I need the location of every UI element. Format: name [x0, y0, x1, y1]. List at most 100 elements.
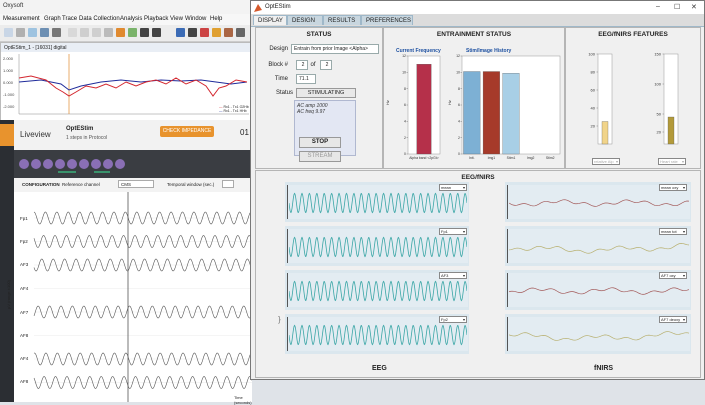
eeg-channel-select-1[interactable]: Fp1 — [439, 228, 467, 235]
save-icon[interactable] — [40, 28, 49, 37]
feature-a-chart: 20 40 60 80 100 — [588, 52, 613, 145]
help-icon[interactable] — [236, 28, 245, 37]
eeg-trace-fp2 — [289, 324, 467, 346]
record-icon[interactable] — [152, 28, 161, 37]
info-icon[interactable] — [212, 28, 221, 37]
y-tick-label: 6 — [404, 103, 406, 107]
y-tick-label: 10 — [456, 71, 460, 75]
design-value: Entrain from prior Image <Alpha> — [294, 46, 368, 52]
bar-0 — [463, 71, 481, 155]
features-title: EEG/fNIRS FEATURES — [598, 31, 668, 38]
x-tick-label: Img2 — [527, 156, 535, 160]
menu-help[interactable]: Help — [210, 16, 223, 22]
fnirs-channel-select-3[interactable]: AF7 deoxy — [659, 316, 687, 323]
tab-display[interactable]: DISPLAY — [253, 15, 287, 25]
grid-icon[interactable] — [16, 28, 25, 37]
menu-playback[interactable]: Playback — [144, 16, 169, 22]
close-icon[interactable]: ✕ — [691, 4, 697, 11]
menu-trace[interactable]: Trace — [62, 16, 78, 22]
feature-tick-label: 20 — [591, 124, 596, 129]
bg-eeg-traces: Fp1 Fp2 AF3 AF4 AF7 AF8 AF4 AF8 µV (rang… — [6, 192, 253, 405]
stream-button[interactable]: STREAM — [299, 151, 341, 162]
y-tick-label: 0 — [404, 152, 406, 156]
search-icon[interactable] — [68, 28, 77, 37]
x-tick-label: Stim2 — [546, 156, 555, 160]
stop-button[interactable]: STOP — [299, 137, 341, 148]
play-icon[interactable] — [128, 28, 137, 37]
cursor-icon[interactable] — [104, 28, 113, 37]
features-panel: EEG/fNIRS FEATURES 20 40 60 80 100 20 50 100 15… — [565, 27, 701, 169]
zoom-icon[interactable] — [4, 28, 13, 37]
print-icon[interactable] — [52, 28, 61, 37]
window-title: OptEStim — [265, 4, 291, 10]
eeg-x-axis-label: Time (seconds) — [234, 395, 252, 405]
temporal-window-input[interactable] — [222, 180, 234, 188]
menu-window[interactable]: Window — [185, 16, 207, 22]
eeg-channel-select-0[interactable]: mean — [439, 184, 467, 191]
menu-graph[interactable]: Graph — [44, 16, 61, 22]
design-field[interactable]: Entrain from prior Image <Alpha> — [291, 44, 379, 54]
bg-eeg-plot — [33, 192, 253, 402]
maximize-icon[interactable]: ☐ — [674, 4, 681, 11]
bg-eeg-line — [33, 258, 253, 272]
ch-label-2: AF3 — [20, 262, 29, 267]
x-tick-label: Alpha band <2pGt> — [409, 156, 438, 160]
config-bar: CONFIGURATION Reference channel CMS Temp… — [14, 178, 252, 193]
y-tick-label: 10 — [402, 71, 406, 75]
window-icon[interactable] — [200, 28, 209, 37]
eeg-y-axis-label: µV (range ±100) — [5, 280, 11, 309]
y-axis-label: Hz — [448, 100, 452, 105]
fnirs-channel-select-2[interactable]: AF7 oxy — [659, 272, 687, 279]
eeg-channel-3: Fp2 — [441, 317, 448, 322]
y-tick-label: 4 — [404, 120, 406, 124]
block-field[interactable]: 2 — [296, 60, 308, 70]
feature-a-select[interactable]: relative Alp — [592, 158, 620, 165]
note-line-0: AC amp 1000 — [297, 103, 328, 109]
bg-eeg-line — [33, 352, 253, 366]
settings-icon[interactable] — [176, 28, 185, 37]
zoom-out-icon[interactable] — [92, 28, 101, 37]
tab-design[interactable]: DESIGN — [287, 15, 323, 25]
check-impedance-button[interactable]: CHECK IMPEDANCE — [160, 126, 214, 137]
menu-view[interactable]: View — [170, 16, 183, 22]
bg-toolbar — [0, 25, 252, 42]
eeg-channel-select-3[interactable]: Fp2 — [439, 316, 467, 323]
channel-bubbles — [19, 159, 125, 173]
feature-a-value: relative Alp — [594, 159, 614, 164]
fnirs-subplot-2: AF7 oxy — [505, 270, 691, 310]
fnirs-channel-select-0[interactable]: mean oxy — [659, 184, 687, 191]
y-tick-label: 2 — [404, 136, 406, 140]
menu-analysis[interactable]: Analysis — [120, 16, 143, 22]
menu-data-collection[interactable]: Data Collection — [79, 16, 120, 22]
tab-results[interactable]: RESULTS — [323, 15, 361, 25]
tab-preferences[interactable]: PREFERENCES — [361, 15, 413, 25]
eeg-channel-select-2[interactable]: AF3 — [439, 272, 467, 279]
feature-tick-label: 50 — [657, 112, 662, 117]
marker-icon[interactable] — [116, 28, 125, 37]
bg-eeg-line — [33, 211, 253, 225]
zoom-in-icon[interactable] — [80, 28, 89, 37]
menu-measurement[interactable]: Measurement — [3, 16, 40, 22]
scroll-bracket-icon[interactable]: } — [278, 315, 281, 324]
block-total-field[interactable]: 2 — [320, 60, 332, 70]
minimize-icon[interactable]: – — [656, 3, 660, 10]
y-tick-label: 8 — [404, 87, 406, 91]
fnirs-channel-2: AF7 oxy — [661, 273, 676, 278]
eeg-trace-af3 — [289, 280, 467, 302]
chart-icon[interactable] — [28, 28, 37, 37]
ch-label-1: Fp2 — [20, 239, 28, 244]
flag-icon[interactable] — [188, 28, 197, 37]
liveview-menu-icon[interactable] — [0, 124, 14, 146]
feature-b-value: Heart rate — [660, 159, 678, 164]
svg-text:0.000: 0.000 — [3, 80, 14, 85]
protocol-sub: 1 steps in Protocol — [66, 135, 108, 141]
block-total: 2 — [325, 62, 329, 68]
fnirs-subplot-0: mean oxy — [505, 182, 691, 222]
tool-icon[interactable] — [224, 28, 233, 37]
reference-select[interactable]: CMS — [118, 180, 154, 188]
fnirs-channel-1: mean tot — [661, 229, 677, 234]
time-field[interactable]: 71.1 — [296, 74, 316, 84]
fnirs-channel-select-1[interactable]: mean tot — [659, 228, 687, 235]
feature-b-select[interactable]: Heart rate — [658, 158, 686, 165]
stop-icon[interactable] — [140, 28, 149, 37]
